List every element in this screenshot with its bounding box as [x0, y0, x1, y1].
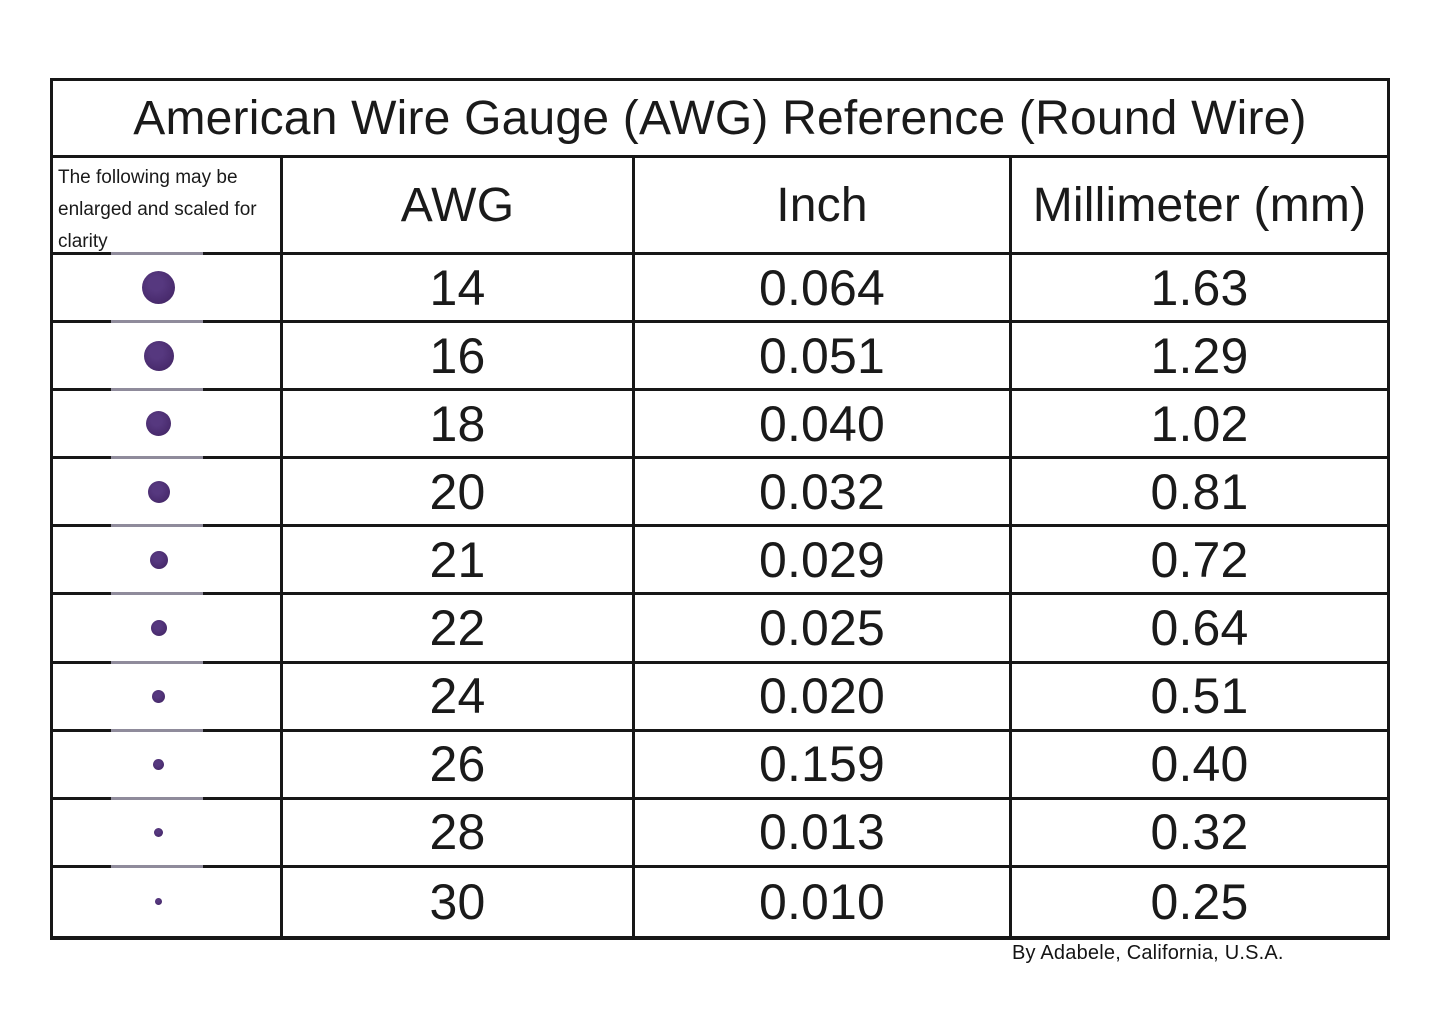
table-row-cell-mm: 1.02 [1012, 391, 1387, 460]
wire-gauge-dot-icon [155, 898, 162, 906]
table-row-cell-dot [53, 660, 283, 732]
scale-line [110, 456, 203, 460]
wire-gauge-dot-icon [149, 550, 168, 569]
table-row-cell-inch: 0.159 [635, 731, 1012, 800]
wire-gauge-dot-icon [146, 411, 171, 437]
wire-gauge-dot-icon [142, 271, 175, 305]
table-row-cell-inch: 0.010 [635, 867, 1012, 936]
table-row-cell-mm: 0.40 [1012, 732, 1387, 800]
table-row-cell-awg: 28 [283, 799, 635, 868]
scale-line [110, 524, 203, 528]
wire-gauge-dot-icon [150, 620, 167, 637]
scale-line [110, 592, 203, 596]
table-row-cell-mm: 0.81 [1012, 459, 1387, 528]
table-title: American Wire Gauge (AWG) Reference (Rou… [53, 81, 1387, 158]
table-row-cell-dot [53, 320, 283, 392]
scale-line [110, 320, 203, 324]
wire-gauge-dot-icon [147, 480, 170, 503]
column-header-awg: AWG [283, 158, 635, 255]
table-row-cell-mm: 0.64 [1012, 595, 1387, 664]
table-row-cell-dot [53, 864, 283, 936]
table-row-cell-awg: 24 [283, 663, 635, 732]
table-row-cell-awg: 26 [283, 731, 635, 800]
scale-line [110, 252, 203, 255]
scale-line [110, 660, 203, 664]
table-row-cell-awg: 16 [283, 323, 635, 392]
wire-gauge-dot-icon [153, 758, 164, 770]
table-row-cell-awg: 22 [283, 595, 635, 664]
table-row-cell-inch: 0.032 [635, 459, 1012, 528]
table-row-cell-inch: 0.051 [635, 323, 1012, 392]
table-row-cell-mm: 0.51 [1012, 664, 1387, 732]
table-row-cell-dot [53, 728, 283, 800]
scale-line [110, 864, 203, 868]
scale-line [110, 728, 203, 732]
scale-line [110, 796, 203, 800]
table-row-cell-awg: 14 [283, 255, 635, 324]
table-row-cell-dot [53, 524, 283, 596]
scale-line [110, 388, 203, 392]
wire-gauge-dot-icon [143, 340, 174, 371]
table-row-cell-inch: 0.013 [635, 799, 1012, 868]
attribution-caption: By Adabele, California, U.S.A. [1012, 942, 1284, 964]
column-header-inch: Inch [635, 158, 1012, 255]
table-row-cell-inch: 0.040 [635, 391, 1012, 460]
table-row-cell-inch: 0.020 [635, 663, 1012, 732]
table-row-cell-dot [53, 592, 283, 664]
table-row-cell-mm: 1.29 [1012, 323, 1387, 392]
table-row-cell-awg: 18 [283, 391, 635, 460]
table-row-cell-mm: 0.25 [1150, 873, 1249, 930]
table-row-cell-awg: 30 [283, 867, 635, 936]
table-row-cell-dot [53, 456, 283, 528]
wire-gauge-dot-icon [154, 827, 163, 837]
wire-gauge-dot-icon [152, 689, 165, 703]
table-row-cell-dot [53, 796, 283, 868]
table-row-cell-dot [53, 252, 283, 324]
column-header-mm: Millimeter (mm) [1012, 158, 1387, 255]
table-row-cell-mm: 0.32 [1012, 800, 1387, 868]
awg-table: American Wire Gauge (AWG) Reference (Rou… [50, 78, 1390, 940]
table-row-cell-inch: 0.029 [635, 527, 1012, 596]
table-row-cell-dot [53, 388, 283, 460]
table-row-cell-inch: 0.064 [635, 255, 1012, 324]
table-row-cell-awg: 21 [283, 527, 635, 596]
table-row-cell-inch: 0.025 [635, 595, 1012, 664]
note-text: The following may be enlarged and scaled… [53, 158, 283, 255]
table-row-cell-awg: 20 [283, 459, 635, 528]
table-row-cell-mm: 1.63 [1012, 255, 1387, 324]
table-row-cell-mm: 0.72 [1012, 527, 1387, 596]
